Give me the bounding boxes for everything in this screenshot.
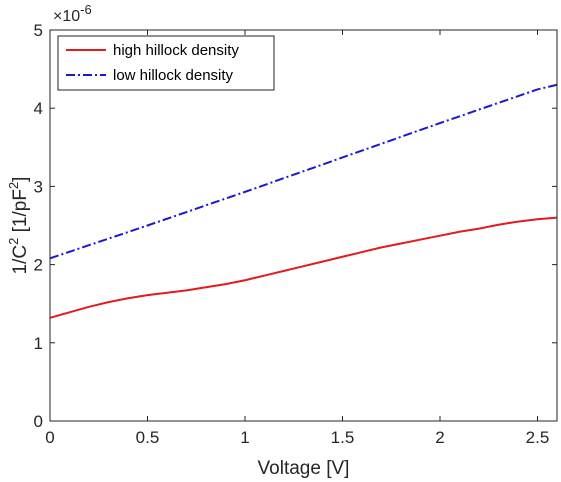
x-tick-label: 0 xyxy=(45,428,54,447)
x-tick-label: 1 xyxy=(240,428,249,447)
plot-frame xyxy=(49,29,558,422)
x-tick-label: 2 xyxy=(435,428,444,447)
y-tick-label: 4 xyxy=(34,99,43,118)
series-line-low-hillock-density xyxy=(49,83,558,260)
y-tick-label: 1 xyxy=(34,334,43,353)
plot-border xyxy=(49,29,558,422)
axes: 0 0.5 1 1.5 2 2.5 0 1 2 3 4 5 xyxy=(34,21,557,447)
y-axis-label: 1/C2 [1/pF2] xyxy=(6,177,31,275)
y-multiplier: ×10-6 xyxy=(53,2,92,25)
y-tick-label: 0 xyxy=(34,412,43,431)
legend: high hillock density low hillock density xyxy=(57,35,275,91)
y-tick-label: 3 xyxy=(34,177,43,196)
x-tick-label: 1.5 xyxy=(331,428,355,447)
series-layer xyxy=(49,83,558,319)
y-tick-label: 5 xyxy=(34,21,43,40)
x-axis-label: Voltage [V] xyxy=(258,458,350,479)
plot-background xyxy=(50,30,557,421)
y-tick-label: 2 xyxy=(34,256,43,275)
x-tick-label: 0.5 xyxy=(136,428,160,447)
series-line-high-hillock-density xyxy=(49,216,558,319)
legend-label: high hillock density xyxy=(113,42,239,59)
legend-box xyxy=(57,35,275,91)
x-tick-label: 2.5 xyxy=(526,428,550,447)
legend-label: low hillock density xyxy=(113,67,234,84)
axis-labels: ×10-6 Voltage [V] 1/C2 [1/pF2] xyxy=(6,2,349,479)
